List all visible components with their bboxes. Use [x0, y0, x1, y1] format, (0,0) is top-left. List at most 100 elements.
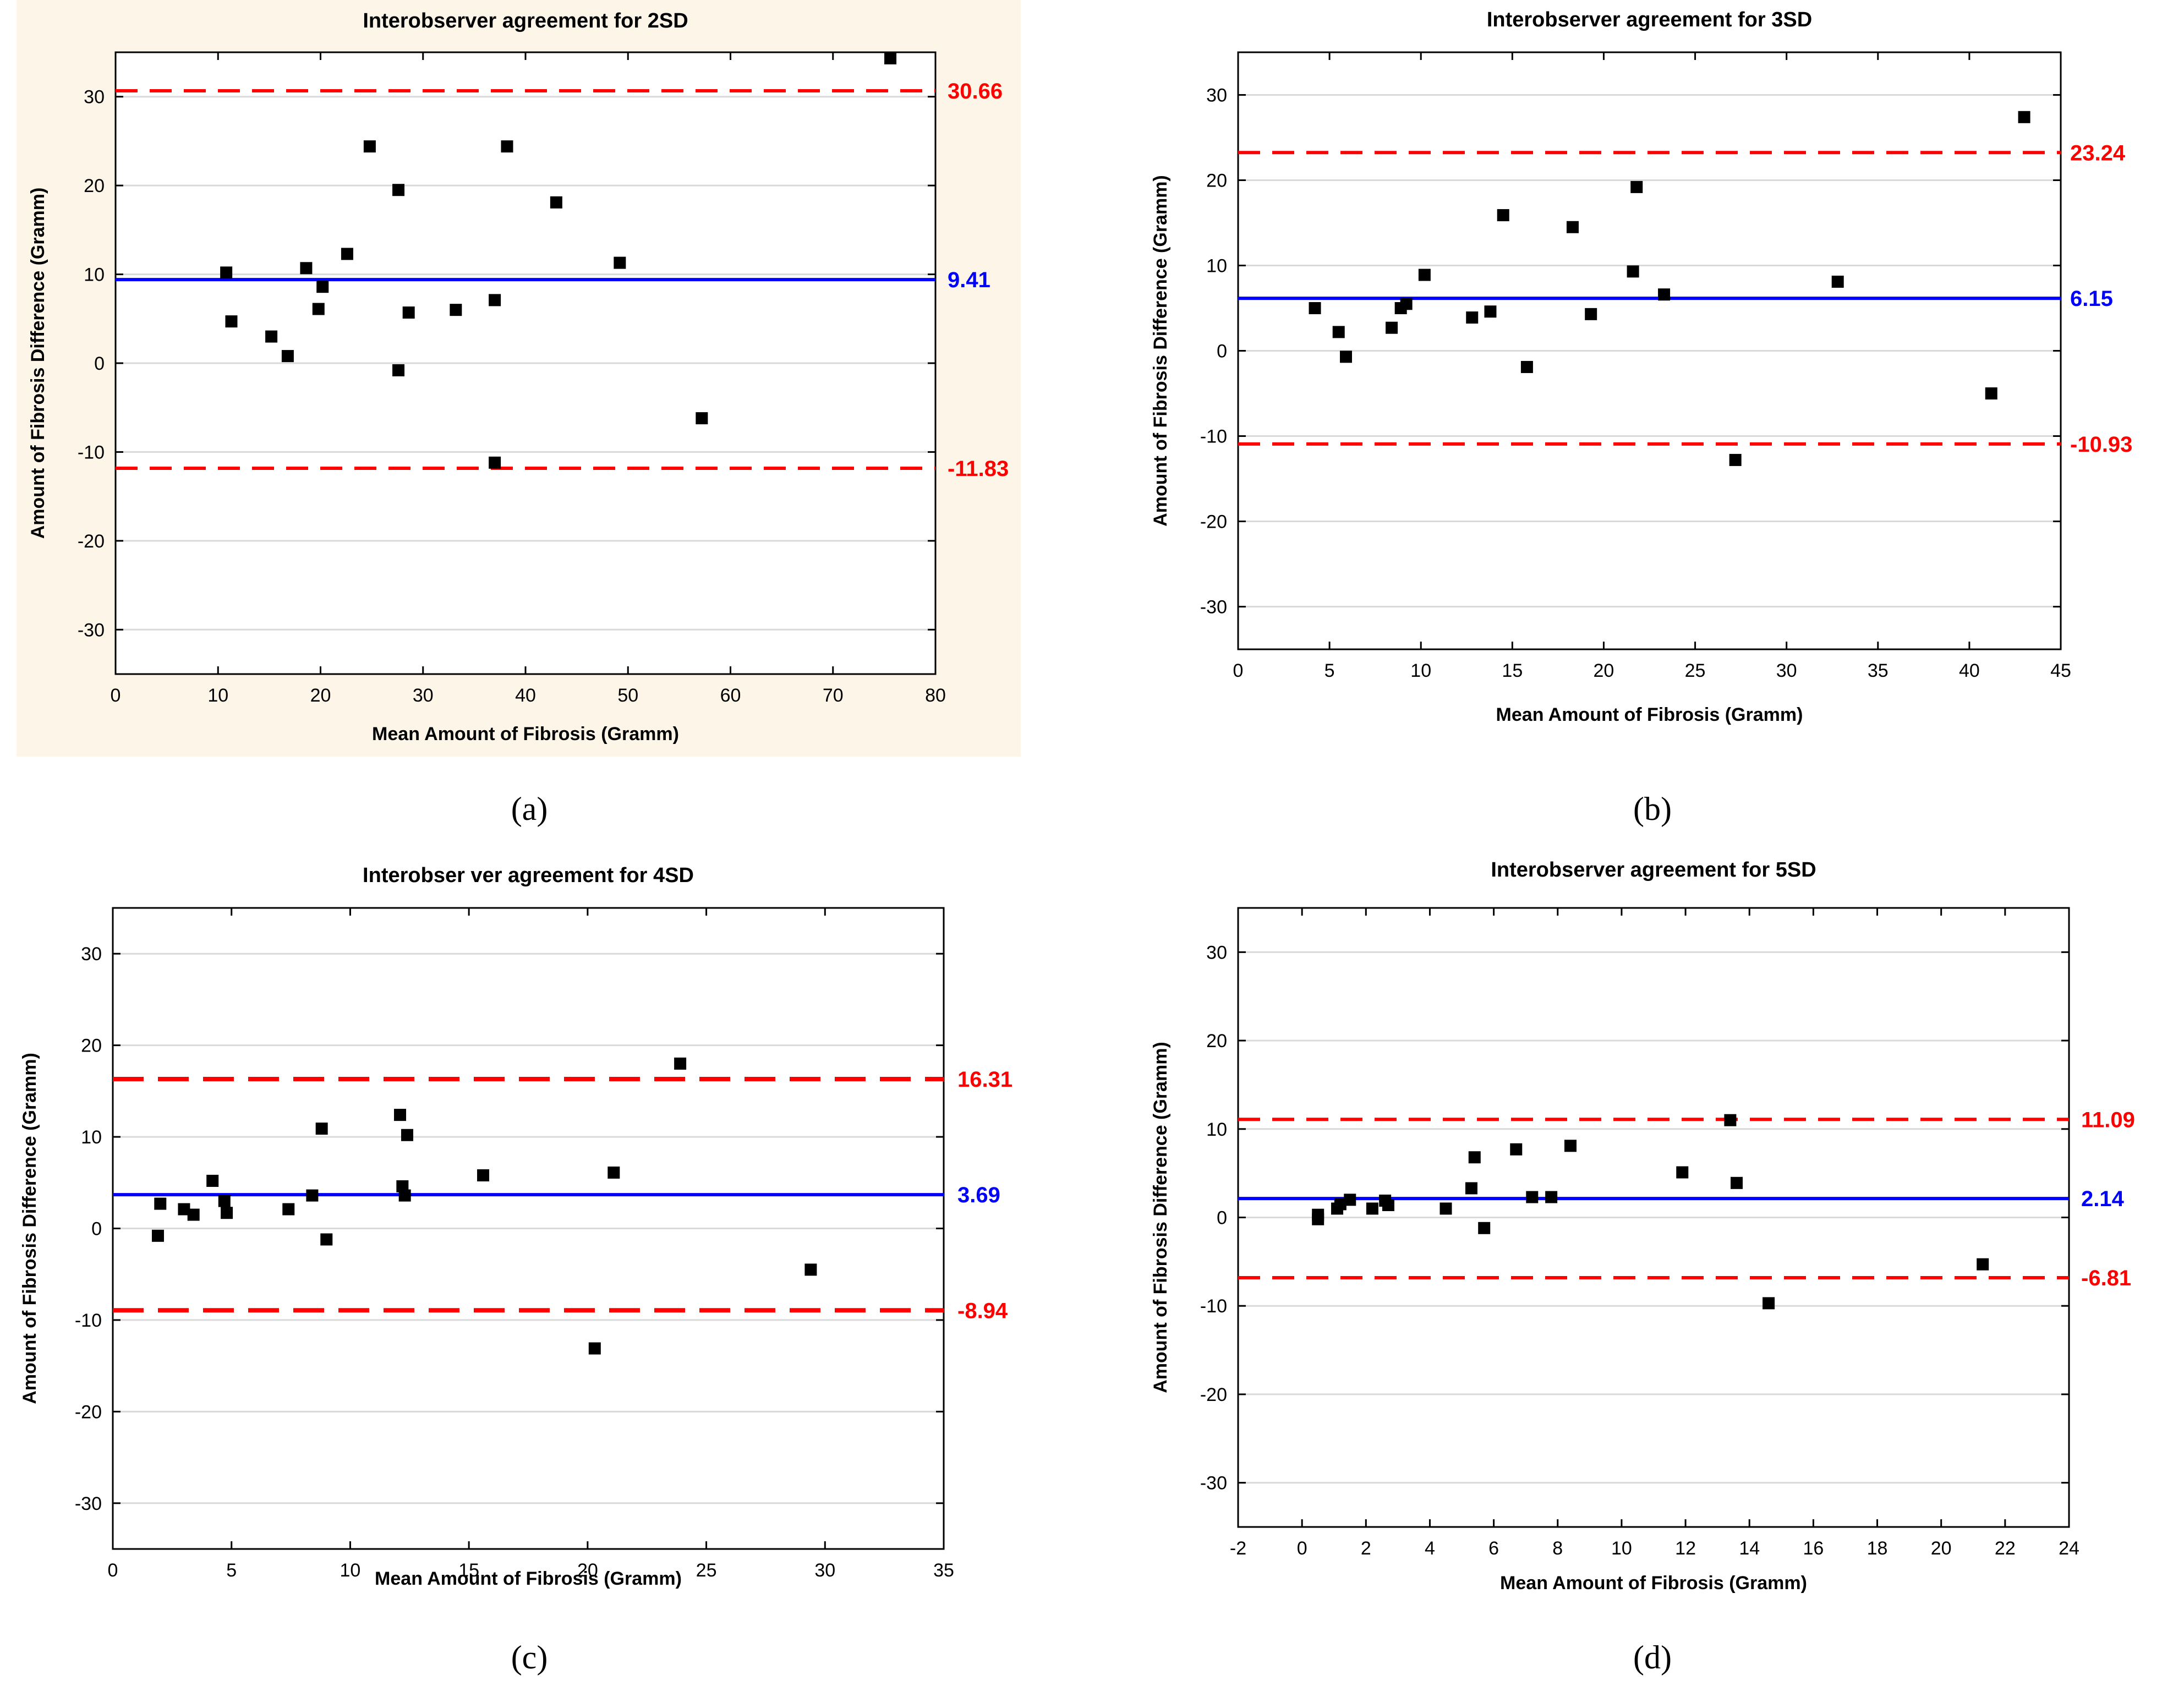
upper-limit-label: 30.66: [948, 79, 1003, 103]
y-tick-label: 20: [84, 176, 105, 196]
x-tick-label: 30: [1776, 660, 1797, 681]
x-axis-label: Mean Amount of Fibrosis (Gramm): [1496, 704, 1803, 725]
x-tick-label: 20: [577, 1560, 598, 1581]
x-tick-label: 10: [1611, 1538, 1632, 1559]
data-point: [1630, 180, 1643, 193]
panel-label: (c): [511, 1639, 548, 1676]
x-tick-label: 5: [1324, 660, 1335, 681]
mean-difference-label: 2.14: [2081, 1187, 2125, 1211]
y-tick-label: -20: [1200, 512, 1227, 533]
data-point: [221, 1207, 233, 1219]
data-point: [1526, 1191, 1539, 1203]
data-point: [1977, 1258, 1989, 1271]
data-point: [187, 1208, 200, 1221]
data-point: [218, 1195, 231, 1207]
data-point: [489, 456, 501, 469]
x-tick-label: 10: [340, 1560, 361, 1581]
data-point: [154, 1197, 167, 1210]
data-point: [1627, 265, 1639, 278]
lower-limit-label: -10.93: [2070, 433, 2132, 457]
data-point: [477, 1169, 490, 1181]
x-tick-label: 22: [1995, 1538, 2016, 1559]
x-tick-label: 20: [1931, 1538, 1952, 1559]
data-point: [225, 315, 238, 328]
data-point: [674, 1057, 687, 1070]
upper-limit-label: 23.24: [2070, 141, 2126, 165]
data-point: [1386, 321, 1398, 334]
mean-difference-label: 3.69: [957, 1183, 1000, 1207]
data-point: [1334, 1198, 1347, 1211]
data-point: [1418, 269, 1431, 281]
x-tick-label: 8: [1552, 1538, 1563, 1559]
data-point: [282, 1203, 295, 1216]
data-point: [1658, 288, 1671, 301]
x-tick-label: 0: [111, 685, 121, 706]
data-point: [804, 1263, 817, 1276]
y-tick-label: -10: [1200, 1296, 1227, 1317]
data-point: [450, 304, 462, 316]
data-point: [306, 1189, 319, 1202]
chart-title: Interobser ver agreement for 4SD: [363, 864, 694, 887]
x-tick-label: 25: [696, 1560, 717, 1581]
data-point: [392, 184, 405, 196]
data-point: [392, 364, 405, 376]
y-tick-label: -10: [1200, 426, 1227, 447]
data-point: [1731, 1176, 1743, 1189]
mean-difference-label: 6.15: [2070, 287, 2113, 311]
data-point: [1520, 360, 1533, 373]
data-point: [1382, 1199, 1394, 1211]
data-point: [1466, 311, 1479, 324]
y-axis-label: Amount of Fibrosis Difference (Gramm): [1150, 175, 1171, 527]
data-point: [398, 1189, 411, 1202]
x-tick-label: 24: [2059, 1538, 2079, 1559]
data-point: [363, 140, 376, 153]
y-tick-label: -20: [1200, 1384, 1227, 1405]
x-tick-label: 40: [1959, 660, 1980, 681]
panel-label: (b): [1633, 791, 1672, 827]
y-tick-label: -30: [1200, 597, 1227, 618]
y-tick-label: 10: [81, 1127, 102, 1148]
x-tick-label: 0: [1297, 1538, 1307, 1559]
lower-limit-label: -11.83: [948, 457, 1009, 481]
upper-limit-label: 11.09: [2081, 1108, 2135, 1132]
y-tick-label: 0: [1217, 1208, 1227, 1229]
panel-label: (a): [511, 791, 548, 827]
data-point: [489, 294, 501, 306]
data-point: [151, 1229, 164, 1242]
x-tick-label: 10: [1410, 660, 1431, 681]
data-point: [1729, 453, 1742, 466]
y-axis-label: Amount of Fibrosis Difference (Gramm): [1150, 1042, 1171, 1393]
x-tick-label: 35: [1868, 660, 1889, 681]
y-tick-label: 0: [1217, 341, 1227, 362]
data-point: [316, 281, 329, 293]
data-point: [281, 350, 294, 363]
x-tick-label: 5: [226, 1560, 237, 1581]
data-point: [607, 1166, 620, 1179]
x-tick-label: 45: [2050, 660, 2071, 681]
data-point: [1465, 1182, 1477, 1195]
chart-panel-c: -30 -20 -10 0 10 20 30 0 5 10 15 20 25 30 35 16.31 3.69 -…: [19, 864, 1012, 1589]
data-point: [1564, 1140, 1577, 1152]
x-tick-label: 70: [823, 685, 844, 706]
y-tick-label: -30: [78, 620, 105, 640]
data-point: [550, 196, 562, 209]
panel-label: (d): [1633, 1639, 1672, 1676]
x-tick-label: 35: [933, 1560, 954, 1581]
data-point: [220, 266, 233, 279]
data-point: [1585, 308, 1597, 320]
data-point: [2018, 111, 2030, 123]
data-point: [1985, 387, 1997, 399]
data-point: [178, 1203, 190, 1216]
chart-title: Interobserver agreement for 2SD: [363, 9, 688, 32]
x-axis-label: Mean Amount of Fibrosis (Gramm): [375, 1568, 682, 1589]
data-point: [265, 330, 278, 343]
data-point: [1510, 1143, 1523, 1156]
data-point: [315, 1123, 328, 1135]
x-tick-label: 0: [1233, 660, 1244, 681]
data-point: [1566, 221, 1579, 233]
y-tick-label: 0: [91, 1219, 102, 1240]
x-tick-label: 16: [1803, 1538, 1824, 1559]
chart-panel-a: -30 -20 -10 0 10 20 30 0 10 20 30 40 50 60 70 80 30.66 9.…: [17, 0, 1021, 757]
